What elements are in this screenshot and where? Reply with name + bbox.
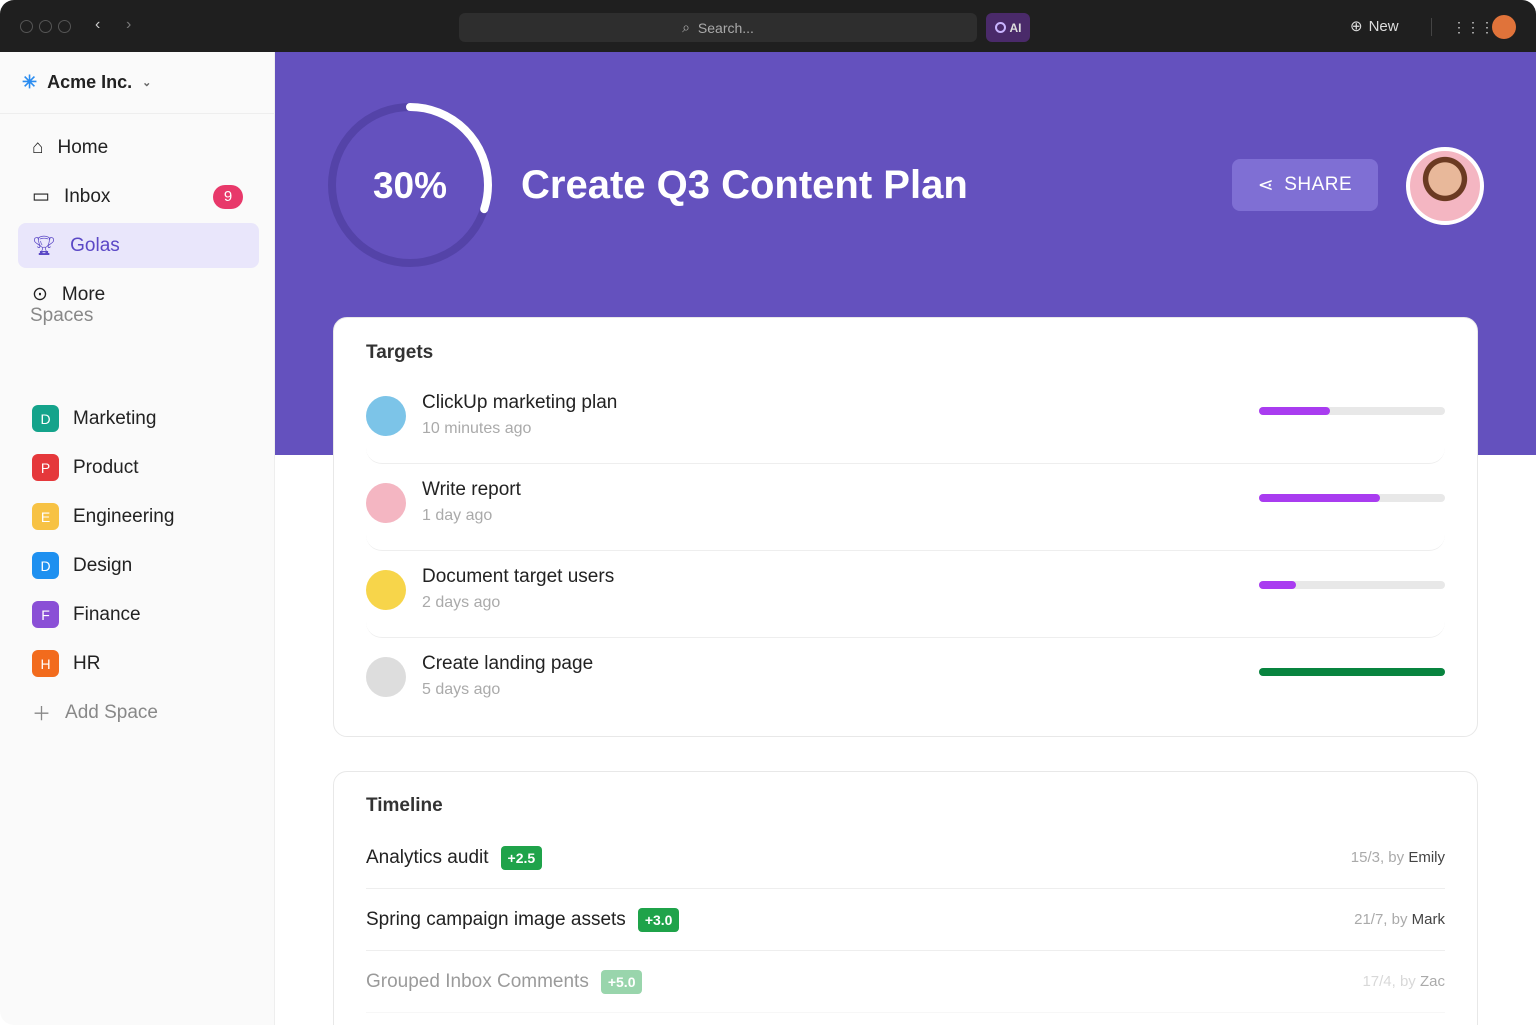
score-tag: +3.0 (637, 907, 680, 932)
page-title: Create Q3 Content Plan (521, 163, 968, 207)
targets-card: Targets ClickUp marketing plan 10 minutes… (333, 317, 1478, 737)
target-progress-fill (1259, 407, 1330, 415)
target-name: Create landing page (422, 653, 594, 674)
target-progress-bar (1259, 407, 1445, 415)
space-letter-icon: H (32, 650, 59, 677)
ai-icon (994, 22, 1006, 33)
sidebar-space-product[interactable]: P Product (18, 445, 259, 490)
target-time: 2 days ago (422, 594, 501, 611)
space-letter-icon: F (32, 601, 59, 628)
space-letter-icon: P (32, 454, 59, 481)
workspace-switcher[interactable]: ✳ Acme Inc. ⌄ (0, 52, 274, 114)
space-letter-icon: D (32, 552, 59, 579)
timeline-meta: 15/3, by Emily (1350, 849, 1445, 866)
timeline-meta: 17/4, by Zac (1362, 973, 1445, 990)
sidebar-item-inbox[interactable]: ▭ Inbox 9 (18, 174, 259, 219)
target-progress-bar (1259, 494, 1445, 502)
target-name: Document target users (422, 566, 615, 587)
inbox-icon: ▭ (32, 186, 50, 207)
add-space-button[interactable]: ＋ Add Space (18, 690, 259, 735)
sidebar-space-finance[interactable]: F Finance (18, 592, 259, 637)
more-icon: ⊙ (32, 284, 48, 305)
target-name: Write report (422, 479, 521, 500)
sidebar-space-hr[interactable]: H HR (18, 641, 259, 686)
sidebar-space-design[interactable]: D Design (18, 543, 259, 588)
assignee-avatar (366, 570, 406, 610)
search-icon: ⌕ (682, 19, 690, 35)
trophy-icon: 🏆︎ (32, 235, 57, 257)
timeline-row[interactable]: Grouped Inbox Comments +5.0 17/4, by Zac (366, 951, 1445, 1013)
target-row[interactable]: Document target users 2 days ago (366, 552, 1445, 638)
search-input[interactable]: ⌕ Search... (459, 13, 977, 42)
owner-avatar[interactable] (1406, 147, 1484, 225)
plus-circle-icon: ⊕ (1350, 18, 1363, 35)
target-row[interactable]: Create landing page 5 days ago (366, 639, 1445, 725)
timeline-name: Grouped Inbox Comments (366, 970, 589, 992)
divider (1431, 18, 1432, 36)
targets-heading: Targets (366, 342, 434, 363)
target-row[interactable]: ClickUp marketing plan 10 minutes ago (366, 378, 1445, 464)
timeline-row[interactable]: Spring campaign image assets +3.0 21/7, by… (366, 889, 1445, 951)
progress-percent: 30% (372, 165, 448, 206)
window-controls[interactable] (20, 20, 71, 33)
timeline-meta: 21/7, by Mark (1354, 911, 1445, 928)
sidebar: ✳ Acme Inc. ⌄ (0, 52, 275, 1025)
workspace-logo-icon: ✳ (22, 72, 38, 92)
share-button[interactable]: ⋖ SHARE (1232, 159, 1378, 211)
target-progress-bar (1259, 668, 1445, 676)
timeline-row[interactable]: Analytics audit +2.5 15/3, by Emily (366, 827, 1445, 889)
assignee-avatar (366, 396, 406, 436)
target-progress-fill (1259, 581, 1297, 589)
score-tag: +2.5 (500, 845, 543, 870)
score-tag: +5.0 (600, 969, 643, 994)
ai-button[interactable]: AI (986, 13, 1030, 42)
timeline-name: Analytics audit (366, 846, 489, 868)
timeline-heading: Timeline (366, 795, 443, 816)
target-progress-bar (1259, 581, 1445, 589)
chevron-down-icon: ⌄ (142, 77, 152, 89)
user-avatar[interactable] (1492, 15, 1516, 39)
apps-grid-icon[interactable]: ⋮⋮⋮ (1452, 19, 1494, 35)
spaces-heading: Spaces (30, 305, 94, 326)
sidebar-space-marketing[interactable]: D Marketing (18, 396, 259, 441)
sidebar-item-more[interactable]: ⊙ More (32, 283, 106, 306)
target-progress-fill (1259, 668, 1445, 676)
space-letter-icon: D (32, 405, 59, 432)
back-icon[interactable]: ‹ (95, 16, 101, 33)
new-button[interactable]: ⊕ New (1350, 17, 1399, 36)
progress-ring (328, 103, 492, 267)
target-name: ClickUp marketing plan (422, 392, 618, 413)
target-row[interactable]: Write report 1 day ago (366, 465, 1445, 551)
timeline-card: Timeline Analytics audit +2.5 15/3, by Emi… (333, 771, 1478, 1025)
assignee-avatar (366, 657, 406, 697)
sidebar-item-home[interactable]: ⌂ Home (32, 136, 109, 158)
timeline-name: Spring campaign image assets (366, 908, 626, 930)
sidebar-item-goals[interactable]: 🏆︎ Golas (18, 223, 259, 268)
sidebar-space-engineering[interactable]: E Engineering (18, 494, 259, 539)
title-bar: ‹ › ⌕ Search... AI ⊕ New ⋮⋮⋮ (0, 0, 1536, 52)
forward-icon[interactable]: › (126, 16, 132, 33)
target-time: 10 minutes ago (422, 420, 532, 437)
target-time: 5 days ago (422, 681, 501, 698)
space-letter-icon: E (32, 503, 59, 530)
plus-icon: ＋ (32, 704, 52, 725)
target-time: 1 day ago (422, 507, 493, 524)
share-icon: ⋖ (1257, 174, 1275, 196)
target-progress-fill (1259, 494, 1380, 502)
home-icon: ⌂ (32, 136, 44, 158)
assignee-avatar (366, 483, 406, 523)
inbox-badge: 9 (213, 184, 243, 209)
